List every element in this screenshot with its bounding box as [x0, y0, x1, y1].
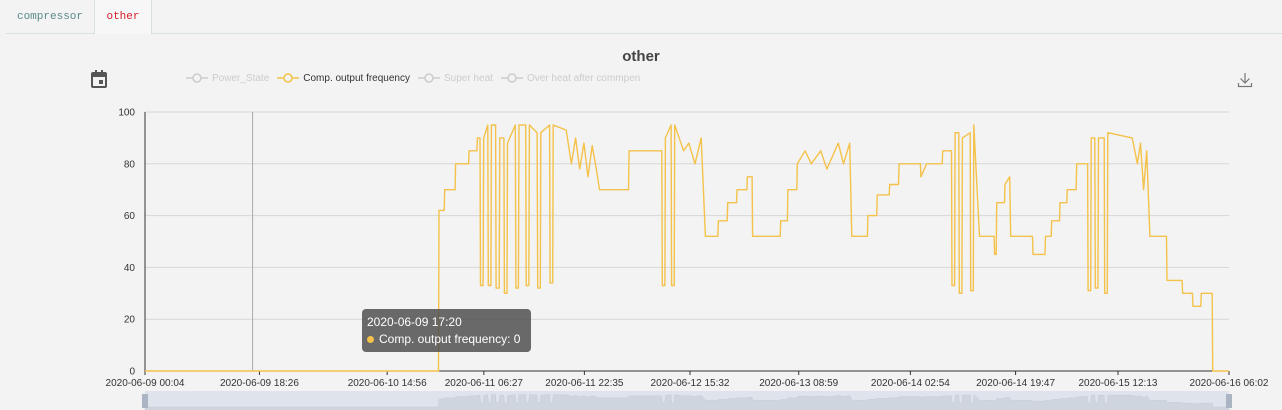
legend-marker-icon — [277, 73, 300, 83]
x-tick-label: 2020-06-09 00:04 — [106, 378, 185, 389]
x-tick-label: 2020-06-09 18:26 — [220, 378, 299, 389]
y-axis: 0 20 40 60 80 100 — [118, 108, 146, 378]
calendar-icon[interactable] — [91, 70, 107, 88]
download-icon[interactable] — [1237, 72, 1253, 88]
chart-grid — [145, 111, 1229, 320]
y-tick-label: 60 — [124, 211, 136, 222]
tab-other[interactable]: other — [94, 0, 152, 34]
x-tick-label: 2020-06-12 15:32 — [651, 378, 730, 389]
series-line-comp-output-frequency — [145, 124, 1229, 372]
legend-marker-icon — [186, 73, 208, 83]
x-tick-label: 2020-06-11 22:35 — [545, 378, 624, 389]
legend-item-super-heat[interactable]: Super heat — [418, 73, 493, 84]
y-tick-label: 40 — [124, 263, 136, 274]
legend-label: Power_State — [212, 72, 270, 84]
x-tick-label: 2020-06-14 19:47 — [976, 378, 1055, 389]
chart-tooltip: 2020-06-09 17:20 Comp. output frequency:… — [362, 309, 531, 352]
legend-label: Over heat after commpen — [526, 72, 641, 84]
legend-marker-icon — [500, 73, 523, 83]
x-tick-label: 2020-06-10 14:56 — [348, 378, 427, 389]
y-tick-label: 80 — [124, 159, 136, 170]
series-dot-icon — [367, 335, 374, 343]
y-tick-label: 100 — [118, 108, 135, 119]
tab-bar: compressor other — [6, 0, 1282, 34]
y-tick-label: 0 — [129, 367, 135, 378]
chart-legend: Power_State Comp. output frequency Super… — [186, 71, 648, 85]
zoom-preview-area — [144, 394, 1230, 410]
data-zoom-slider — [142, 391, 1232, 410]
legend-marker-icon — [418, 73, 440, 83]
legend-label: Super heat — [444, 72, 493, 84]
tooltip-value: Comp. output frequency: 0 — [379, 332, 521, 346]
zoom-handle-right[interactable] — [1226, 394, 1232, 408]
legend-item-over-heat[interactable]: Over heat after commpen — [500, 72, 641, 84]
tab-compressor[interactable]: compressor — [16, 11, 83, 23]
series-layer — [145, 124, 1229, 372]
legend-label: Comp. output frequency — [303, 72, 410, 84]
x-axis: 2020-06-09 00:04 2020-06-09 18:26 2020-06-… — [106, 370, 1269, 389]
legend-item-comp-output-frequency[interactable]: Comp. output frequency — [277, 73, 410, 84]
y-tick-label: 20 — [124, 315, 136, 326]
x-tick-label: 2020-06-15 12:13 — [1078, 378, 1157, 389]
zoom-handle-left[interactable] — [142, 394, 148, 408]
x-tick-label: 2020-06-14 02:54 — [871, 378, 950, 389]
x-tick-label: 2020-06-13 08:59 — [759, 378, 838, 389]
x-tick-label: 2020-06-11 06:27 — [445, 378, 524, 389]
tooltip-time: 2020-06-09 17:20 — [367, 315, 462, 329]
legend-item-power-state[interactable]: Power_State — [186, 73, 269, 84]
x-tick-label: 2020-06-16 06:02 — [1190, 378, 1269, 389]
chart-title: other — [622, 48, 660, 65]
